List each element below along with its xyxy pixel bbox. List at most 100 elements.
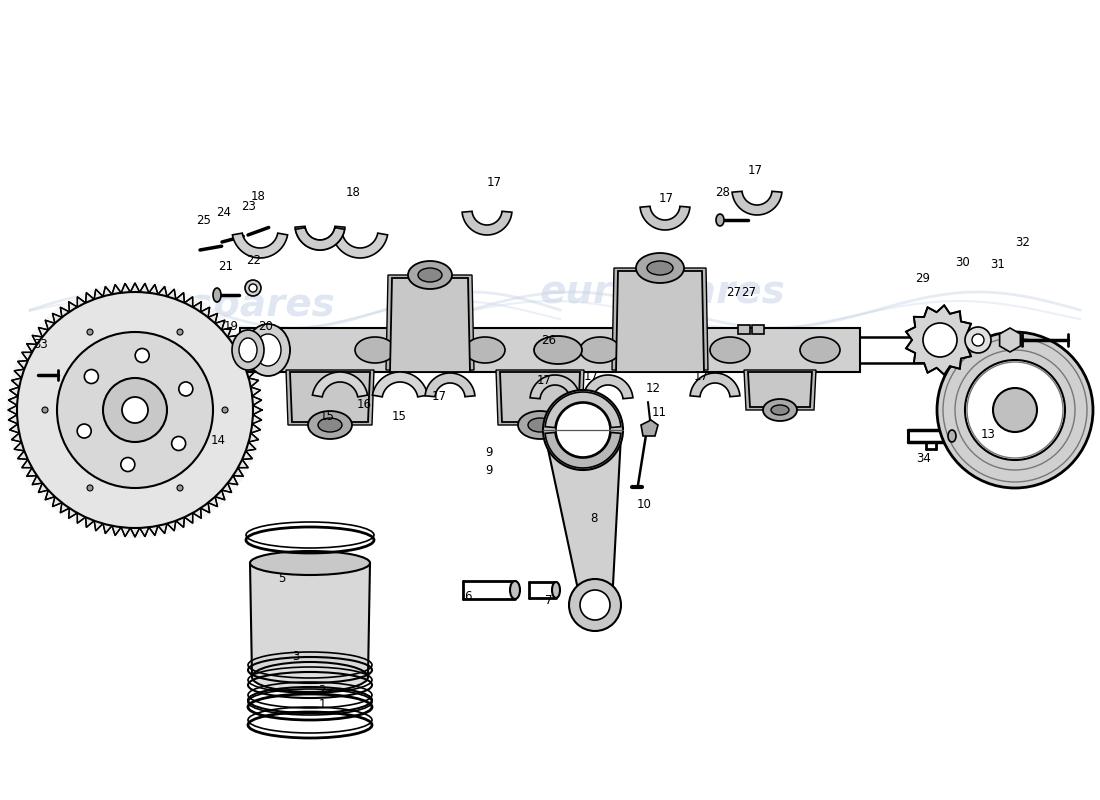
Circle shape [172,437,186,450]
Circle shape [569,579,622,631]
Circle shape [7,282,263,538]
Ellipse shape [636,253,684,283]
Text: 31: 31 [991,258,1005,270]
Ellipse shape [239,338,257,362]
Text: 19: 19 [223,319,239,333]
Text: 18: 18 [251,190,265,203]
Circle shape [543,390,623,470]
Ellipse shape [213,288,221,302]
Polygon shape [690,373,740,397]
Text: 13: 13 [980,429,996,442]
Ellipse shape [580,337,620,363]
Circle shape [57,332,213,488]
Text: 10: 10 [637,498,651,510]
Text: 18: 18 [345,186,361,198]
Circle shape [122,397,149,423]
Polygon shape [386,275,474,370]
Circle shape [249,284,257,292]
Circle shape [77,424,91,438]
Polygon shape [748,372,812,407]
Text: 21: 21 [219,261,233,274]
Circle shape [222,407,228,413]
Text: 12: 12 [646,382,660,395]
Ellipse shape [250,551,370,575]
Circle shape [42,407,48,413]
Polygon shape [752,325,764,334]
Text: 8: 8 [591,513,597,526]
Text: 25: 25 [197,214,211,227]
Polygon shape [232,233,287,258]
Polygon shape [295,226,345,250]
Text: 16: 16 [356,398,372,410]
Ellipse shape [355,337,395,363]
Ellipse shape [232,330,264,370]
Text: 6: 6 [464,590,472,602]
Text: 23: 23 [242,199,256,213]
Text: 17: 17 [583,370,598,383]
Text: 30: 30 [956,255,970,269]
Ellipse shape [800,337,840,363]
Ellipse shape [948,430,956,442]
Ellipse shape [255,334,280,366]
Text: 26: 26 [541,334,557,347]
Ellipse shape [252,662,368,692]
Circle shape [177,329,183,335]
Ellipse shape [647,261,673,275]
Ellipse shape [528,418,552,432]
Polygon shape [906,306,975,374]
Text: 17: 17 [748,163,762,177]
Ellipse shape [465,337,505,363]
Polygon shape [425,373,475,397]
Text: 7: 7 [546,594,552,607]
Circle shape [580,590,611,620]
Circle shape [103,378,167,442]
Text: 27: 27 [741,286,757,298]
Circle shape [85,370,98,383]
Ellipse shape [771,405,789,415]
Polygon shape [583,375,632,398]
Polygon shape [462,211,512,235]
Text: 17: 17 [431,390,447,402]
Polygon shape [240,328,860,372]
Polygon shape [8,283,262,537]
Text: 15: 15 [392,410,406,422]
Text: 15: 15 [320,410,334,422]
Text: 17: 17 [486,175,502,189]
Polygon shape [496,370,584,425]
Polygon shape [640,206,690,230]
Circle shape [556,403,610,457]
Circle shape [87,329,94,335]
Ellipse shape [246,324,290,376]
Circle shape [135,349,150,362]
Text: 20: 20 [258,319,274,333]
Text: 22: 22 [246,254,262,267]
Text: 34: 34 [916,453,932,466]
Ellipse shape [408,261,452,289]
Circle shape [965,327,991,353]
Text: 32: 32 [1015,235,1031,249]
Text: 5: 5 [278,571,286,585]
Polygon shape [390,278,470,372]
Text: 3: 3 [293,650,299,662]
Ellipse shape [534,336,582,364]
Circle shape [87,485,94,491]
Polygon shape [296,228,344,250]
Text: 33: 33 [34,338,48,351]
Circle shape [179,382,192,396]
Text: 24: 24 [217,206,231,218]
Circle shape [245,280,261,296]
Text: 28: 28 [716,186,730,198]
Text: 17: 17 [659,193,673,206]
Circle shape [937,332,1093,488]
Text: eurospares: eurospares [540,273,785,311]
Text: 29: 29 [915,273,931,286]
Ellipse shape [552,582,560,598]
Ellipse shape [518,411,562,439]
Ellipse shape [763,399,798,421]
Text: eurospares: eurospares [90,286,336,324]
Polygon shape [738,325,750,334]
Text: 9: 9 [485,446,493,458]
Polygon shape [612,268,708,370]
Polygon shape [616,271,704,372]
Text: 11: 11 [651,406,667,419]
